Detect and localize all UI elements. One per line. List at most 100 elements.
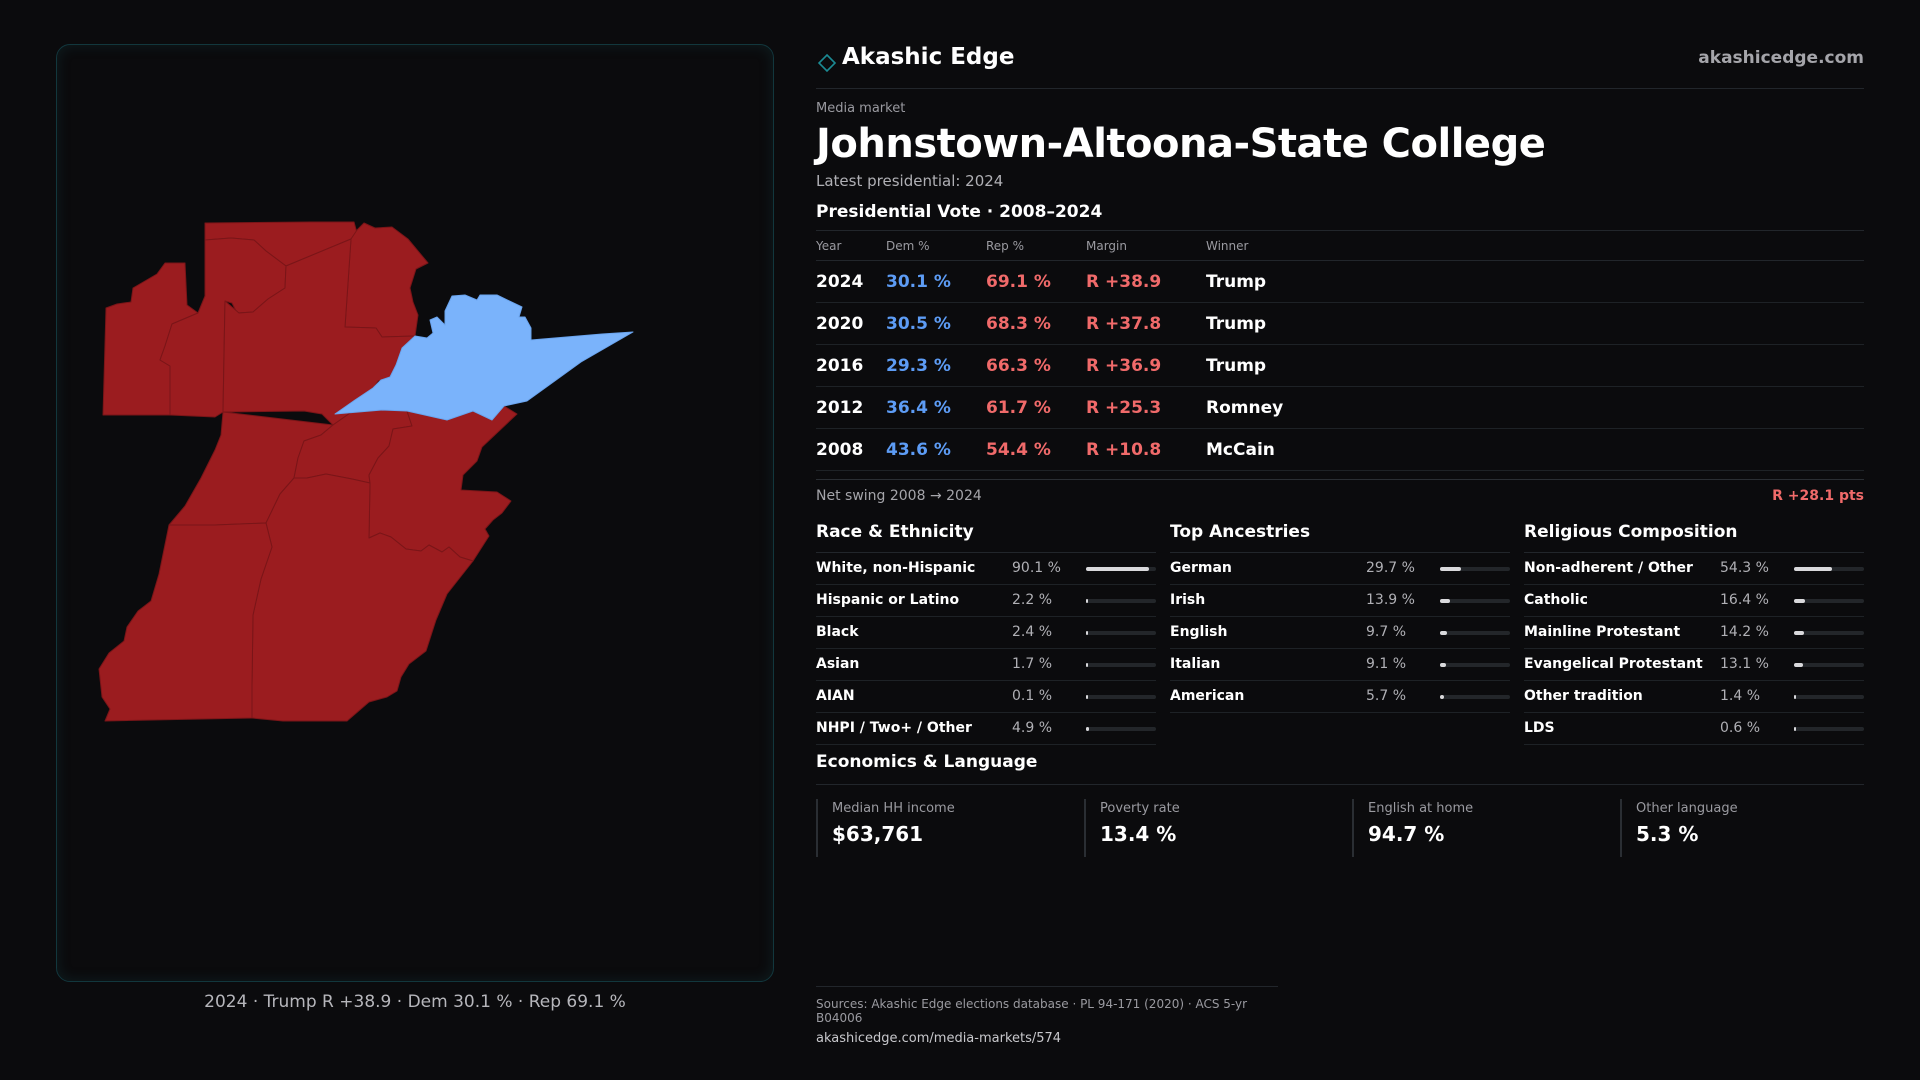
econ-value: 5.3 % <box>1636 822 1699 846</box>
economics-section-title: Economics & Language <box>816 752 1864 785</box>
item-label: Asian <box>816 656 860 672</box>
percent-bar-fill <box>1440 631 1447 635</box>
item-percent: 4.9 % <box>1012 720 1053 736</box>
econ-label: English at home <box>1368 801 1474 816</box>
market-eyebrow: Media market <box>816 101 906 116</box>
table-row: 2008 43.6 % 54.4 % R +10.8 McCain <box>816 428 1864 471</box>
item-percent: 13.9 % <box>1366 592 1415 608</box>
row-dem: 29.3 % <box>886 344 986 387</box>
item-label: Evangelical Protestant <box>1524 656 1703 672</box>
vote-section-title: Presidential Vote · 2008–2024 <box>816 202 1864 231</box>
row-winner: Trump <box>1206 302 1864 345</box>
item-percent: 5.7 % <box>1366 688 1407 704</box>
item-percent: 0.6 % <box>1720 720 1761 736</box>
item-percent: 14.2 % <box>1720 624 1769 640</box>
row-dem: 43.6 % <box>886 428 986 471</box>
list-item: Evangelical Protestant 13.1 % <box>1524 649 1864 681</box>
item-label: AIAN <box>816 688 855 704</box>
list-item: Hispanic or Latino 2.2 % <box>816 585 1156 617</box>
sources-url-link[interactable]: akashicedge.com/media-markets/574 <box>816 1031 1062 1046</box>
brand-header: Akashic Edge akashicedge.com <box>816 44 1864 89</box>
row-winner: McCain <box>1206 428 1864 471</box>
list-item: Italian 9.1 % <box>1170 649 1510 681</box>
brand-url-link[interactable]: akashicedge.com <box>1698 48 1864 68</box>
list-item: AIAN 0.1 % <box>816 681 1156 713</box>
percent-bar <box>1086 663 1156 667</box>
county-shape-rep[interactable] <box>98 522 273 722</box>
ancestry-column: Top Ancestries German 29.7 % Irish 13.9 % En… <box>1170 522 1510 713</box>
col-header-year: Year <box>816 231 886 261</box>
percent-bar <box>1794 599 1864 603</box>
row-dem: 30.5 % <box>886 302 986 345</box>
econ-other-language: Other language 5.3 % <box>1620 799 1870 857</box>
table-row: 2016 29.3 % 66.3 % R +36.9 Trump <box>816 344 1864 387</box>
item-percent: 2.4 % <box>1012 624 1053 640</box>
percent-bar-fill <box>1086 727 1090 731</box>
net-swing-row: Net swing 2008 → 2024 R +28.1 pts <box>816 479 1864 518</box>
county-shape-rep[interactable] <box>344 222 429 338</box>
list-item: English 9.7 % <box>1170 617 1510 649</box>
table-row: 2020 30.5 % 68.3 % R +37.8 Trump <box>816 302 1864 345</box>
econ-value: 13.4 % <box>1100 822 1177 846</box>
percent-bar-fill <box>1086 599 1088 603</box>
net-swing-value: R +28.1 pts <box>1772 488 1864 504</box>
percent-bar-fill <box>1794 567 1832 571</box>
percent-bar <box>1086 727 1156 731</box>
religion-list: Non-adherent / Other 54.3 % Catholic 16.4 %… <box>1524 553 1864 745</box>
demographics-section: Race & Ethnicity White, non-Hispanic 90.1… <box>816 518 1864 746</box>
map-caption: 2024 · Trump R +38.9 · Dem 30.1 % · Rep … <box>204 992 626 1012</box>
row-rep: 66.3 % <box>986 344 1086 387</box>
econ-english-at-home: English at home 94.7 % <box>1352 799 1602 857</box>
list-item: LDS 0.6 % <box>1524 713 1864 745</box>
econ-value: 94.7 % <box>1368 822 1445 846</box>
percent-bar-fill <box>1086 631 1088 635</box>
percent-bar-fill <box>1794 663 1804 667</box>
percent-bar-fill <box>1440 663 1447 667</box>
item-label: NHPI / Two+ / Other <box>816 720 972 736</box>
vote-table: Year Dem % Rep % Margin Winner 2024 30.1… <box>816 231 1864 471</box>
county-shape-rep[interactable] <box>251 473 474 722</box>
item-label: Hispanic or Latino <box>816 592 960 608</box>
list-item: American 5.7 % <box>1170 681 1510 713</box>
row-margin: R +10.8 <box>1086 428 1206 471</box>
brand-name: Akashic Edge <box>842 44 1015 70</box>
row-winner: Trump <box>1206 260 1864 303</box>
percent-bar <box>1086 567 1156 571</box>
percent-bar-fill <box>1086 567 1150 571</box>
row-dem: 36.4 % <box>886 386 986 429</box>
percent-bar <box>1440 567 1510 571</box>
list-item: NHPI / Two+ / Other 4.9 % <box>816 713 1156 745</box>
county-shape-dem[interactable] <box>334 294 634 421</box>
econ-value: $63,761 <box>832 822 924 846</box>
col-header-winner: Winner <box>1206 231 1864 261</box>
list-item: Catholic 16.4 % <box>1524 585 1864 617</box>
item-percent: 29.7 % <box>1366 560 1415 576</box>
econ-median-income: Median HH income $63,761 <box>816 799 1066 857</box>
item-percent: 0.1 % <box>1012 688 1053 704</box>
percent-bar-fill <box>1086 663 1088 667</box>
percent-bar <box>1440 631 1510 635</box>
econ-label: Median HH income <box>832 801 955 816</box>
race-section-title: Race & Ethnicity <box>816 522 1156 553</box>
row-rep: 54.4 % <box>986 428 1086 471</box>
col-header-dem: Dem % <box>886 231 986 261</box>
row-margin: R +37.8 <box>1086 302 1206 345</box>
county-map <box>98 221 634 722</box>
percent-bar-fill <box>1440 695 1444 699</box>
list-item: Mainline Protestant 14.2 % <box>1524 617 1864 649</box>
item-percent: 1.4 % <box>1720 688 1761 704</box>
table-row: 2012 36.4 % 61.7 % R +25.3 Romney <box>816 386 1864 429</box>
ancestry-list: German 29.7 % Irish 13.9 % English 9.7 % Itali… <box>1170 553 1510 713</box>
percent-bar <box>1086 631 1156 635</box>
item-label: Mainline Protestant <box>1524 624 1681 640</box>
page-title: Johnstown-Altoona-State College <box>816 121 1546 167</box>
row-winner: Trump <box>1206 344 1864 387</box>
list-item: Non-adherent / Other 54.3 % <box>1524 553 1864 585</box>
percent-bar <box>1440 695 1510 699</box>
percent-bar <box>1086 695 1156 699</box>
econ-label: Other language <box>1636 801 1738 816</box>
item-percent: 90.1 % <box>1012 560 1061 576</box>
item-percent: 16.4 % <box>1720 592 1769 608</box>
list-item: Asian 1.7 % <box>816 649 1156 681</box>
row-year: 2020 <box>816 302 886 345</box>
